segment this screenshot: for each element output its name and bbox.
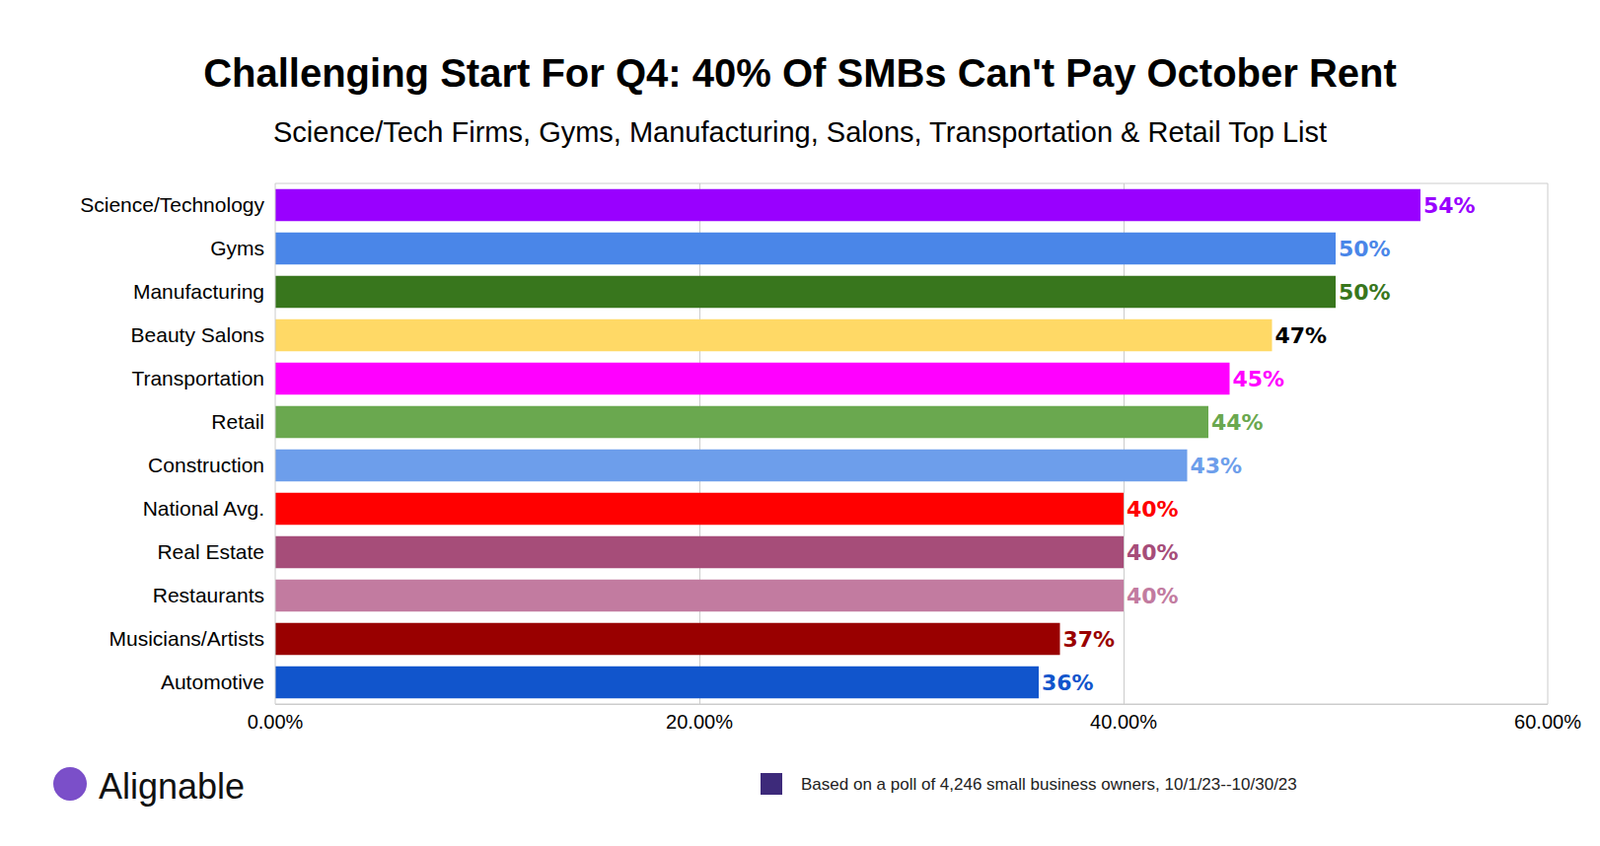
svg-text:Automotive: Automotive (160, 670, 265, 694)
svg-text:National Avg.: National Avg. (143, 497, 265, 520)
svg-text:Beauty Salons: Beauty Salons (131, 323, 265, 347)
svg-text:54%: 54% (1423, 193, 1476, 219)
svg-text:43%: 43% (1190, 453, 1243, 479)
svg-text:60.00%: 60.00% (1514, 711, 1582, 733)
svg-text:44%: 44% (1211, 410, 1264, 436)
svg-text:50%: 50% (1338, 236, 1391, 262)
svg-text:50%: 50% (1338, 280, 1391, 305)
svg-text:40%: 40% (1126, 497, 1179, 522)
svg-text:Construction: Construction (147, 453, 265, 477)
svg-text:45%: 45% (1233, 366, 1286, 392)
svg-text:Real Estate: Real Estate (156, 540, 265, 564)
svg-text:Science/Technology: Science/Technology (79, 193, 265, 217)
svg-text:Manufacturing: Manufacturing (133, 280, 265, 303)
svg-text:40.00%: 40.00% (1090, 711, 1158, 733)
svg-text:Transportation: Transportation (131, 366, 265, 390)
svg-text:Based on a poll of 4,246 small: Based on a poll of 4,246 small business … (800, 775, 1298, 795)
svg-text:20.00%: 20.00% (665, 711, 733, 733)
svg-text:40%: 40% (1126, 583, 1179, 609)
svg-text:Restaurants: Restaurants (152, 583, 265, 607)
svg-text:Alignable: Alignable (98, 766, 245, 807)
svg-text:36%: 36% (1041, 670, 1094, 696)
svg-text:37%: 37% (1063, 627, 1116, 653)
svg-text:0.00%: 0.00% (247, 711, 304, 733)
svg-text:Musicians/Artists: Musicians/Artists (108, 627, 265, 651)
svg-text:47%: 47% (1275, 323, 1328, 349)
svg-text:Retail: Retail (211, 410, 265, 434)
svg-text:Gyms: Gyms (210, 236, 265, 260)
svg-text:Science/Tech Firms, Gyms, Manu: Science/Tech Firms, Gyms, Manufacturing,… (273, 116, 1327, 148)
svg-text:40%: 40% (1126, 540, 1179, 566)
svg-text:Challenging Start For Q4: 40%: Challenging Start For Q4: 40% Of SMBs Ca… (203, 51, 1397, 95)
